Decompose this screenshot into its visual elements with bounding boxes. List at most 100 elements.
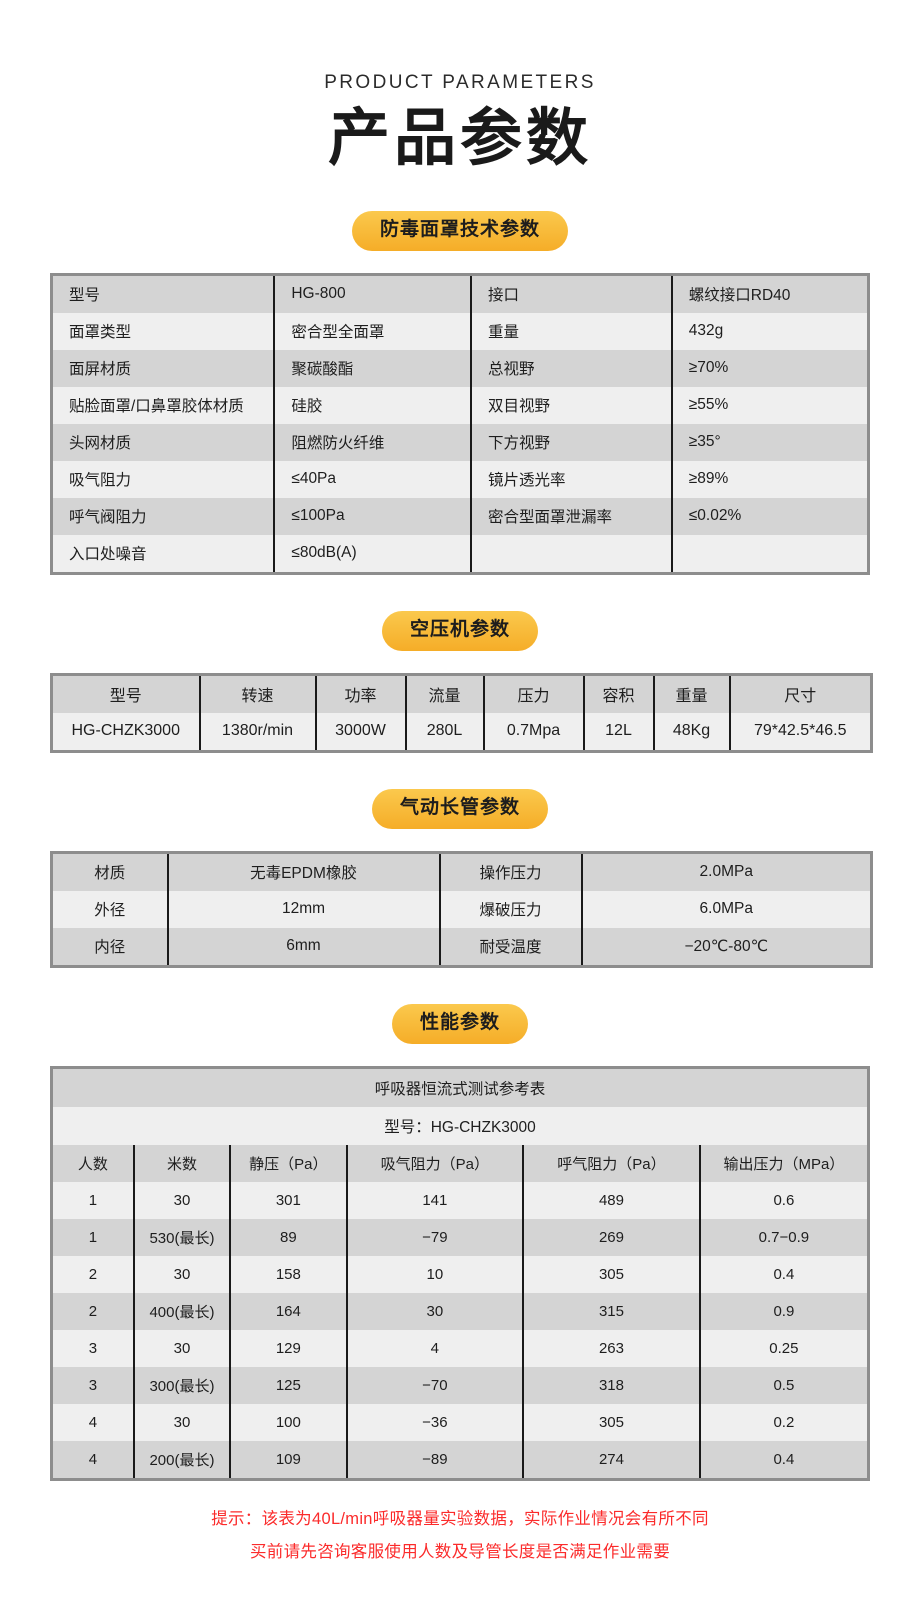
col-header: 转速 [198,674,316,713]
row-key-2: 总视野 [470,349,672,387]
performance-table-wrap: 呼吸器恒流式测试参考表 型号：HG-CHZK3000 人数 米数 静压（Pa） … [0,1065,920,1481]
badge-label: 空压机参数 [381,610,538,651]
compressor-spec-table: 型号 转速 功率 流量 压力 容积 重量 尺寸 HG-CHZK3000 1380… [50,672,873,753]
cell-meters: 30 [132,1329,231,1367]
table-row: 4 30 100 −36 305 0.2 [51,1403,869,1441]
mask-table-wrap: 型号 HG-800 接口 螺纹接口RD40 面罩类型 密合型全面罩 重量 432… [0,272,920,575]
col-header: 型号 [109,688,142,706]
mask-spec-table: 型号 HG-800 接口 螺纹接口RD40 面罩类型 密合型全面罩 重量 432… [50,272,870,575]
section-badge-compressor: 空压机参数 [0,610,920,651]
cell-inhale-resistance: −36 [345,1403,524,1441]
row-val-2: ≤0.02% [670,497,869,535]
section-badge-mask: 防毒面罩技术参数 [0,211,920,251]
cell-exhale-resistance: 263 [522,1329,700,1367]
row-key-1: 面罩类型 [69,324,132,342]
row-val-1: 6mm [166,927,440,967]
row-val-2: −20℃-80℃ [580,927,872,967]
cell-static-pressure: 129 [229,1329,347,1367]
row-key-1: 材质 [94,865,126,883]
row-key-2: 镜片透光率 [470,460,672,498]
cell-inhale-resistance: 4 [345,1329,524,1367]
row-val-2: 2.0MPa [580,852,872,891]
cell-output-pressure: 0.25 [698,1329,869,1367]
compressor-table-wrap: 型号 转速 功率 流量 压力 容积 重量 尺寸 HG-CHZK3000 1380… [0,672,920,753]
row-key-1: 头网材质 [69,435,132,453]
cell-value: 1380r/min [198,712,316,752]
performance-table-model: 型号：HG-CHZK3000 [384,1118,536,1136]
cell-static-pressure: 89 [229,1218,347,1256]
col-header: 功率 [314,674,406,713]
table-row: 吸气阻力 ≤40Pa 镜片透光率 ≥89% [51,460,869,498]
row-val-1: ≤40Pa [273,460,472,498]
cell-output-pressure: 0.2 [698,1403,869,1441]
row-key-2: 接口 [470,274,672,313]
cell-meters: 30 [132,1403,231,1441]
cell-output-pressure: 0.9 [698,1292,869,1330]
cell-static-pressure: 109 [229,1440,347,1480]
cell-people: 3 [88,1339,98,1357]
cell-inhale-resistance: 30 [345,1292,524,1330]
row-val-1: 阻燃防火纤维 [273,423,472,461]
row-key-2: 密合型面罩泄漏率 [470,497,672,535]
col-header: 人数 [77,1155,108,1173]
row-key-1: 入口处噪音 [69,546,147,564]
row-key-1: 面屏材质 [69,361,132,379]
col-header: 米数 [132,1144,231,1182]
col-header: 流量 [404,674,484,713]
table-row: 内径 6mm 耐受温度 −20℃-80℃ [51,927,872,967]
cell-exhale-resistance: 318 [522,1366,700,1404]
table-row: 2 400(最长) 164 30 315 0.9 [51,1292,869,1330]
row-val-1: 12mm [166,890,440,928]
table-row: 材质 无毒EPDM橡胶 操作压力 2.0MPa [51,852,872,891]
row-val-2: 432g [670,312,869,350]
table-header-row: 人数 米数 静压（Pa） 吸气阻力（Pa） 呼气阻力（Pa） 输出压力（MPa） [51,1144,869,1182]
table-row: 1 530(最长) 89 −79 269 0.7−0.9 [51,1218,869,1256]
footer-note-line-2: 买前请先咨询客服使用人数及导管长度是否满足作业需要 [250,1543,670,1562]
table-title-row: 呼吸器恒流式测试参考表 [51,1067,869,1107]
row-key-1: 贴脸面罩/口鼻罩胶体材质 [69,398,244,416]
row-val-1: HG-800 [273,274,472,313]
col-header: 压力 [482,674,584,713]
table-row: 头网材质 阻燃防火纤维 下方视野 ≥35° [51,423,869,461]
table-row: 3 30 129 4 263 0.25 [51,1329,869,1367]
cell-static-pressure: 164 [229,1292,347,1330]
row-val-1: 密合型全面罩 [273,312,472,350]
page-title-en: PRODUCT PARAMETERS [324,72,596,93]
row-val-2: ≥89% [670,460,869,498]
row-val-1: ≤80dB(A) [273,534,472,574]
cell-output-pressure: 0.5 [698,1366,869,1404]
cell-value: 48Kg [652,712,730,752]
cell-people: 1 [88,1228,98,1246]
table-row: 贴脸面罩/口鼻罩胶体材质 硅胶 双目视野 ≥55% [51,386,869,424]
table-row: 3 300(最长) 125 −70 318 0.5 [51,1366,869,1404]
table-row: HG-CHZK3000 1380r/min 3000W 280L 0.7Mpa … [51,712,872,752]
table-row: 4 200(最长) 109 −89 274 0.4 [51,1440,869,1480]
row-key-1: 型号 [69,287,101,305]
cell-value: 3000W [314,712,406,752]
row-key-2: 操作压力 [438,852,582,891]
table-header-row: 型号 转速 功率 流量 压力 容积 重量 尺寸 [51,674,872,713]
col-header: 吸气阻力（Pa） [345,1144,524,1182]
row-val-2: 螺纹接口RD40 [670,274,869,313]
cell-meters: 200(最长) [132,1440,231,1480]
cell-output-pressure: 0.4 [698,1440,869,1480]
page-header: PRODUCT PARAMETERS 产品参数 [0,0,920,171]
cell-value: 0.7Mpa [482,712,584,752]
cell-inhale-resistance: −70 [345,1366,524,1404]
cell-static-pressure: 158 [229,1255,347,1293]
section-badge-performance: 性能参数 [0,1003,920,1044]
cell-output-pressure: 0.7−0.9 [698,1218,869,1256]
table-row: 面罩类型 密合型全面罩 重量 432g [51,312,869,350]
row-key-1: 外径 [94,902,126,920]
cell-output-pressure: 0.6 [698,1181,869,1219]
cell-exhale-resistance: 305 [522,1255,700,1293]
page-title-cn: 产品参数 [327,104,592,173]
cell-meters: 400(最长) [132,1292,231,1330]
row-val-2 [670,534,869,574]
row-key-2: 下方视野 [470,423,672,461]
cell-exhale-resistance: 305 [522,1403,700,1441]
table-row: 入口处噪音 ≤80dB(A) [51,534,869,574]
footer-notes: 提示：该表为40L/min呼吸器量实验数据，实际作业情况会有所不同 买前请先咨询… [0,1503,920,1571]
cell-value: 79*42.5*46.5 [728,712,872,752]
